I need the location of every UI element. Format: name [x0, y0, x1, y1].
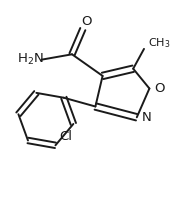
Text: O: O: [154, 82, 165, 95]
Text: CH$_3$: CH$_3$: [148, 37, 170, 50]
Text: O: O: [81, 15, 92, 28]
Text: H$_2$N: H$_2$N: [17, 52, 44, 67]
Text: N: N: [142, 111, 152, 124]
Text: Cl: Cl: [60, 130, 73, 143]
